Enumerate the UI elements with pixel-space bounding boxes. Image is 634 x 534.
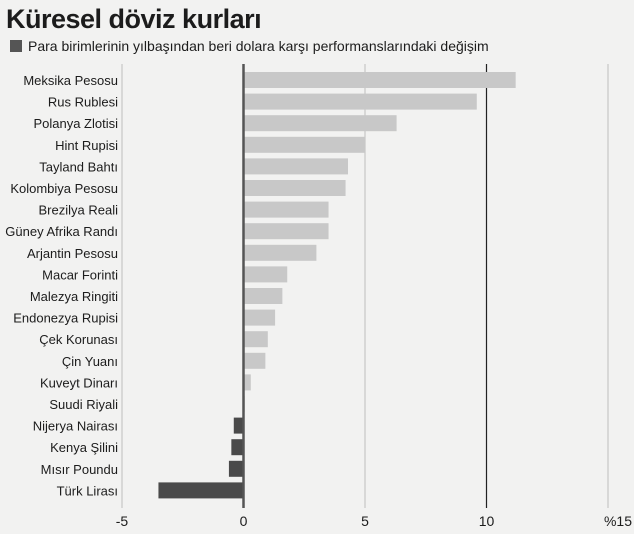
category-label: Brezilya Reali <box>39 203 119 218</box>
bar <box>243 93 477 110</box>
chart-title: Küresel döviz kurları <box>6 4 262 34</box>
category-label: Kolombiya Pesosu <box>10 181 118 196</box>
bar <box>243 72 516 88</box>
category-label: Mısır Poundu <box>41 462 118 477</box>
category-label: Macar Forinti <box>42 267 118 282</box>
bar <box>243 266 288 283</box>
category-label: Suudi Riyali <box>49 397 118 412</box>
bar <box>228 460 244 477</box>
bar <box>243 309 276 326</box>
category-label: Çin Yuanı <box>62 354 118 369</box>
bar <box>243 201 329 218</box>
bar <box>243 115 397 132</box>
category-label: Nijerya Nairası <box>33 419 118 434</box>
x-tick-label: -5 <box>116 513 129 529</box>
bar <box>243 352 266 369</box>
bar <box>243 180 346 196</box>
bar <box>243 374 251 391</box>
bar <box>243 158 348 175</box>
bar <box>243 244 317 261</box>
category-label: Rus Rublesi <box>48 95 118 110</box>
category-label: Hint Rupisi <box>55 138 118 153</box>
category-label: Kenya Şilini <box>50 440 118 455</box>
legend: Para birimlerinin yılbaşından beri dolar… <box>10 38 489 54</box>
x-tick-label: 10 <box>479 513 495 529</box>
bar <box>243 136 365 153</box>
category-label: Çek Korunası <box>39 332 118 347</box>
bar <box>243 288 283 304</box>
category-label: Güney Afrika Randı <box>5 224 118 239</box>
category-label: Türk Lirası <box>57 483 118 498</box>
category-label: Malezya Ringiti <box>30 289 118 304</box>
x-tick-label: 5 <box>361 513 369 529</box>
x-tick-label: %15 <box>604 513 632 529</box>
bar <box>158 482 244 499</box>
category-label: Kuveyt Dinarı <box>40 375 118 390</box>
category-label: Arjantin Pesosu <box>27 246 118 261</box>
category-label: Meksika Pesosu <box>23 73 118 88</box>
category-label: Polanya Zlotisi <box>33 116 118 131</box>
bar <box>243 223 329 240</box>
x-tick-label: 0 <box>240 513 248 529</box>
bar <box>231 439 244 456</box>
category-label: Tayland Bahtı <box>39 159 118 174</box>
bar <box>243 331 268 348</box>
legend-label: Para birimlerinin yılbaşından beri dolar… <box>28 38 489 54</box>
legend-swatch <box>10 40 22 52</box>
category-label: Endonezya Rupisi <box>13 311 118 326</box>
bar <box>233 417 244 434</box>
